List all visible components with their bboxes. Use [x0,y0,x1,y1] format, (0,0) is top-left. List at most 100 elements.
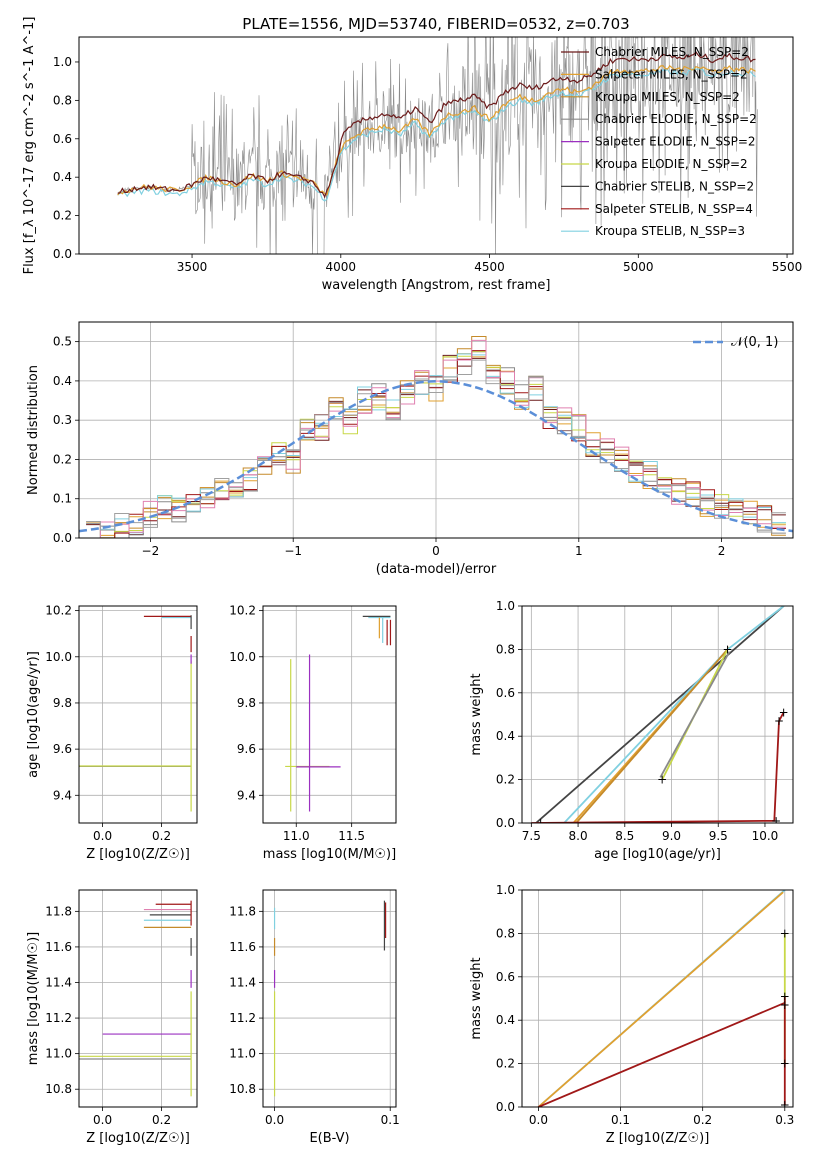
y-tick-label: 0.8 [496,642,515,656]
x-tick-label: 0.3 [775,1113,794,1127]
x-tick-label: 0.2 [693,1113,712,1127]
y-tick-label: 0.2 [53,452,72,466]
y-axis-label: mass weight [469,957,484,1039]
normal-curve [79,380,793,533]
x-tick-label: 1 [575,544,583,558]
legend-entry: Salpeter STELIB, N_SSP=4 [595,202,753,216]
y-tick-label: 11.2 [229,1011,256,1025]
marker: + [657,773,667,787]
panel-residuals: −2 −1 0 1 2 0.0 0.1 0.2 0.3 0.4 0.5 (data-model)/er… [26,321,794,577]
y-tick-label: 0.3 [53,413,72,427]
axes-frame [521,605,794,824]
histogram-step [86,353,786,538]
x-tick-label: −1 [284,544,302,558]
x-tick-label: 11.5 [338,829,365,843]
x-axis-label: Z [log10(Z/Z☉)] [86,847,190,862]
x-axis-label: age [log10(age/yr)] [594,847,721,862]
y-tick-label: 1.0 [496,883,515,897]
histogram-step [86,339,786,538]
mass-weight-line [727,606,785,651]
y-tick-label: 0.0 [53,247,72,261]
axes-frame [262,605,397,824]
spectrum-data-line [117,37,758,254]
y-tick-label: 10.8 [45,1082,72,1096]
y-tick-label: 11.2 [45,1011,72,1025]
x-axis-label: mass [log10(M/M☉)] [263,847,396,862]
panel-massweight_vs_Z: +++++0.0 0.1 0.2 0.30.00.20.40.60.81.0Z [lo… [469,883,794,1146]
panel-age_vs_Z: 0.0 0.2 9.4 9.6 9.8 10.0 10.2 Z [log10(Z/Z☉)] ag… [26,604,198,862]
x-tick-label: 0.0 [93,829,112,843]
y-tick-label: 9.6 [53,742,72,756]
plot-area [263,606,396,823]
x-tick-label: 0.0 [93,1113,112,1127]
y-tick-label: 11.4 [45,975,72,989]
x-tick-label: 5000 [623,260,654,274]
legend-entry: Kroupa MILES, N_SSP=2 [595,90,740,104]
marker: + [780,998,790,1012]
y-tick-label: 10.2 [229,604,256,618]
legend-entry: 𝒩(0, 1) [731,335,778,350]
legend-entry: Chabrier ELODIE, N_SSP=2 [595,112,757,126]
y-axis-label: mass weight [469,673,484,755]
y-tick-label: 0.1 [53,492,72,506]
y-tick-label: 0.8 [496,926,515,940]
y-tick-label: 0.4 [496,1013,515,1027]
y-tick-label: 11.8 [45,904,72,918]
y-tick-label: 0.0 [496,816,515,830]
axes-frame [521,889,794,1108]
y-tick-label: 9.6 [237,742,256,756]
y-axis-label: mass [log10(M/M☉)] [26,932,41,1065]
marker: + [780,989,790,1003]
axes-frame [78,321,794,539]
marker: + [723,642,733,656]
legend-entry: Kroupa STELIB, N_SSP=3 [595,224,745,238]
y-axis-label: Flux [f_λ 10^-17 erg cm^-2 s^-1 A^-1] [22,17,37,275]
legend-entry: Salpeter ELODIE, N_SSP=2 [595,135,756,149]
x-axis-label: (data-model)/error [376,562,497,577]
y-tick-label: 10.0 [45,650,72,664]
plot-area [79,606,197,823]
y-tick-label: 0.0 [53,531,72,545]
y-tick-label: 0.2 [496,773,515,787]
y-tick-label: 0.6 [496,970,515,984]
y-tick-label: 1.0 [496,599,515,613]
x-axis-label: Z [log10(Z/Z☉)] [86,1131,190,1146]
legend-entry: Salpeter MILES, N_SSP=2 [595,67,748,81]
y-axis-label: Normed distribution [26,365,41,495]
marker: + [779,705,789,719]
plot-area [79,322,793,538]
panel-massweight_vs_age: ++++++7.5 8.0 8.5 9.0 9.5 10.00.00.20.40.60.8… [469,599,794,862]
y-tick-label: 9.8 [237,696,256,710]
y-tick-label: 11.6 [45,940,72,954]
x-tick-label: −2 [142,544,160,558]
panel-age_vs_mass: 11.0 11.5 9.4 9.6 9.8 10.0 10.2 mass [log10(M/M… [229,604,397,862]
spectrum-model-line [117,51,756,199]
x-tick-label: 5500 [772,260,803,274]
y-tick-label: 0.0 [496,1100,515,1114]
x-tick-label: 0.0 [529,1113,548,1127]
y-tick-label: 11.0 [229,1047,256,1061]
panel-mass_vs_Z: 0.0 0.2 10.8 11.0 11.2 11.4 11.6 11.8 Z [log10(Z… [26,889,198,1146]
y-tick-label: 0.4 [53,374,72,388]
x-tick-label: 2 [718,544,726,558]
mass-weight-line [659,651,731,778]
y-tick-label: 10.8 [229,1082,256,1096]
marker: + [780,1098,790,1112]
x-tick-label: 0.0 [265,1113,284,1127]
y-tick-label: 0.4 [496,729,515,743]
x-axis-label: Z [log10(Z/Z☉)] [606,1131,710,1146]
y-tick-label: 0.5 [53,335,72,349]
panel-spectrum: 3500 4000 4500 5000 5500 0.0 0.2 0.4 0.6 0.8 1.0 wa… [22,17,803,293]
axes-frame [262,889,397,1108]
y-tick-label: 10.2 [45,604,72,618]
plot-area: +++++ [522,890,793,1112]
y-tick-label: 0.2 [53,209,72,223]
marker: + [771,814,781,828]
y-tick-label: 1.0 [53,55,72,69]
plot-area: ++++++ [522,606,793,828]
x-tick-label: 7.5 [522,829,541,843]
y-tick-label: 11.4 [229,975,256,989]
x-tick-label: 9.0 [662,829,681,843]
y-tick-label: 0.2 [496,1057,515,1071]
